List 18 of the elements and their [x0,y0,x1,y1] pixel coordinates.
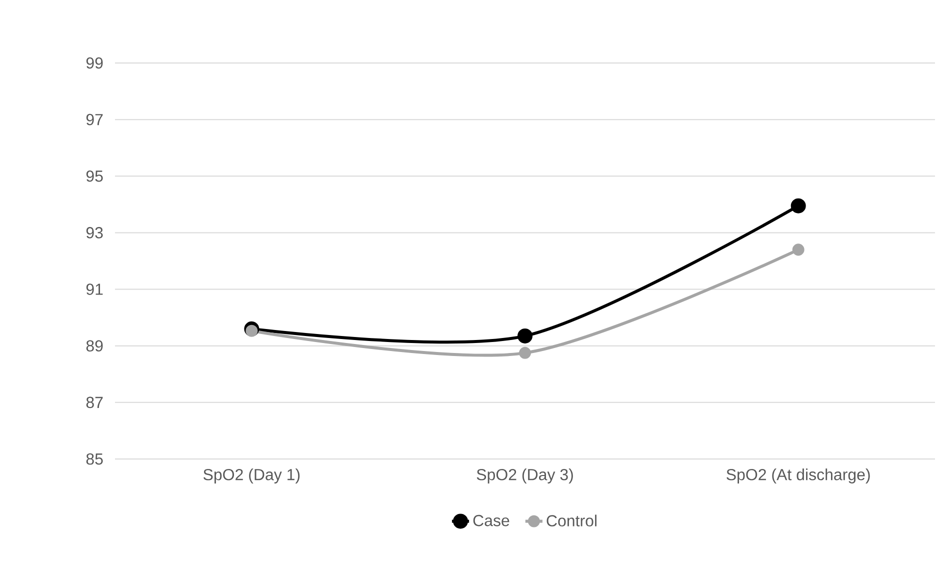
y-tick-label: 95 [86,170,103,182]
point [518,328,533,344]
point [790,198,806,214]
y-tick-label: 91 [86,284,103,295]
y-tick-label: 89 [86,340,103,352]
y-tick-label: 97 [86,114,103,126]
legend-label: Control [546,514,596,526]
legend-label: Case [473,514,510,526]
y-tick-label: 87 [86,396,103,408]
y-tick-label: 99 [86,57,103,69]
x-tick-label: SpO2 (Day 1) [203,468,300,484]
y-tick-label: 85 [86,453,103,465]
x-tick-label: SpO2 (Day 3) [476,468,573,484]
point [246,324,258,337]
point [792,244,804,256]
x-tick-label: SpO2 (At discharge) [726,468,870,484]
point [519,346,532,359]
y-tick-label: 93 [86,227,103,238]
